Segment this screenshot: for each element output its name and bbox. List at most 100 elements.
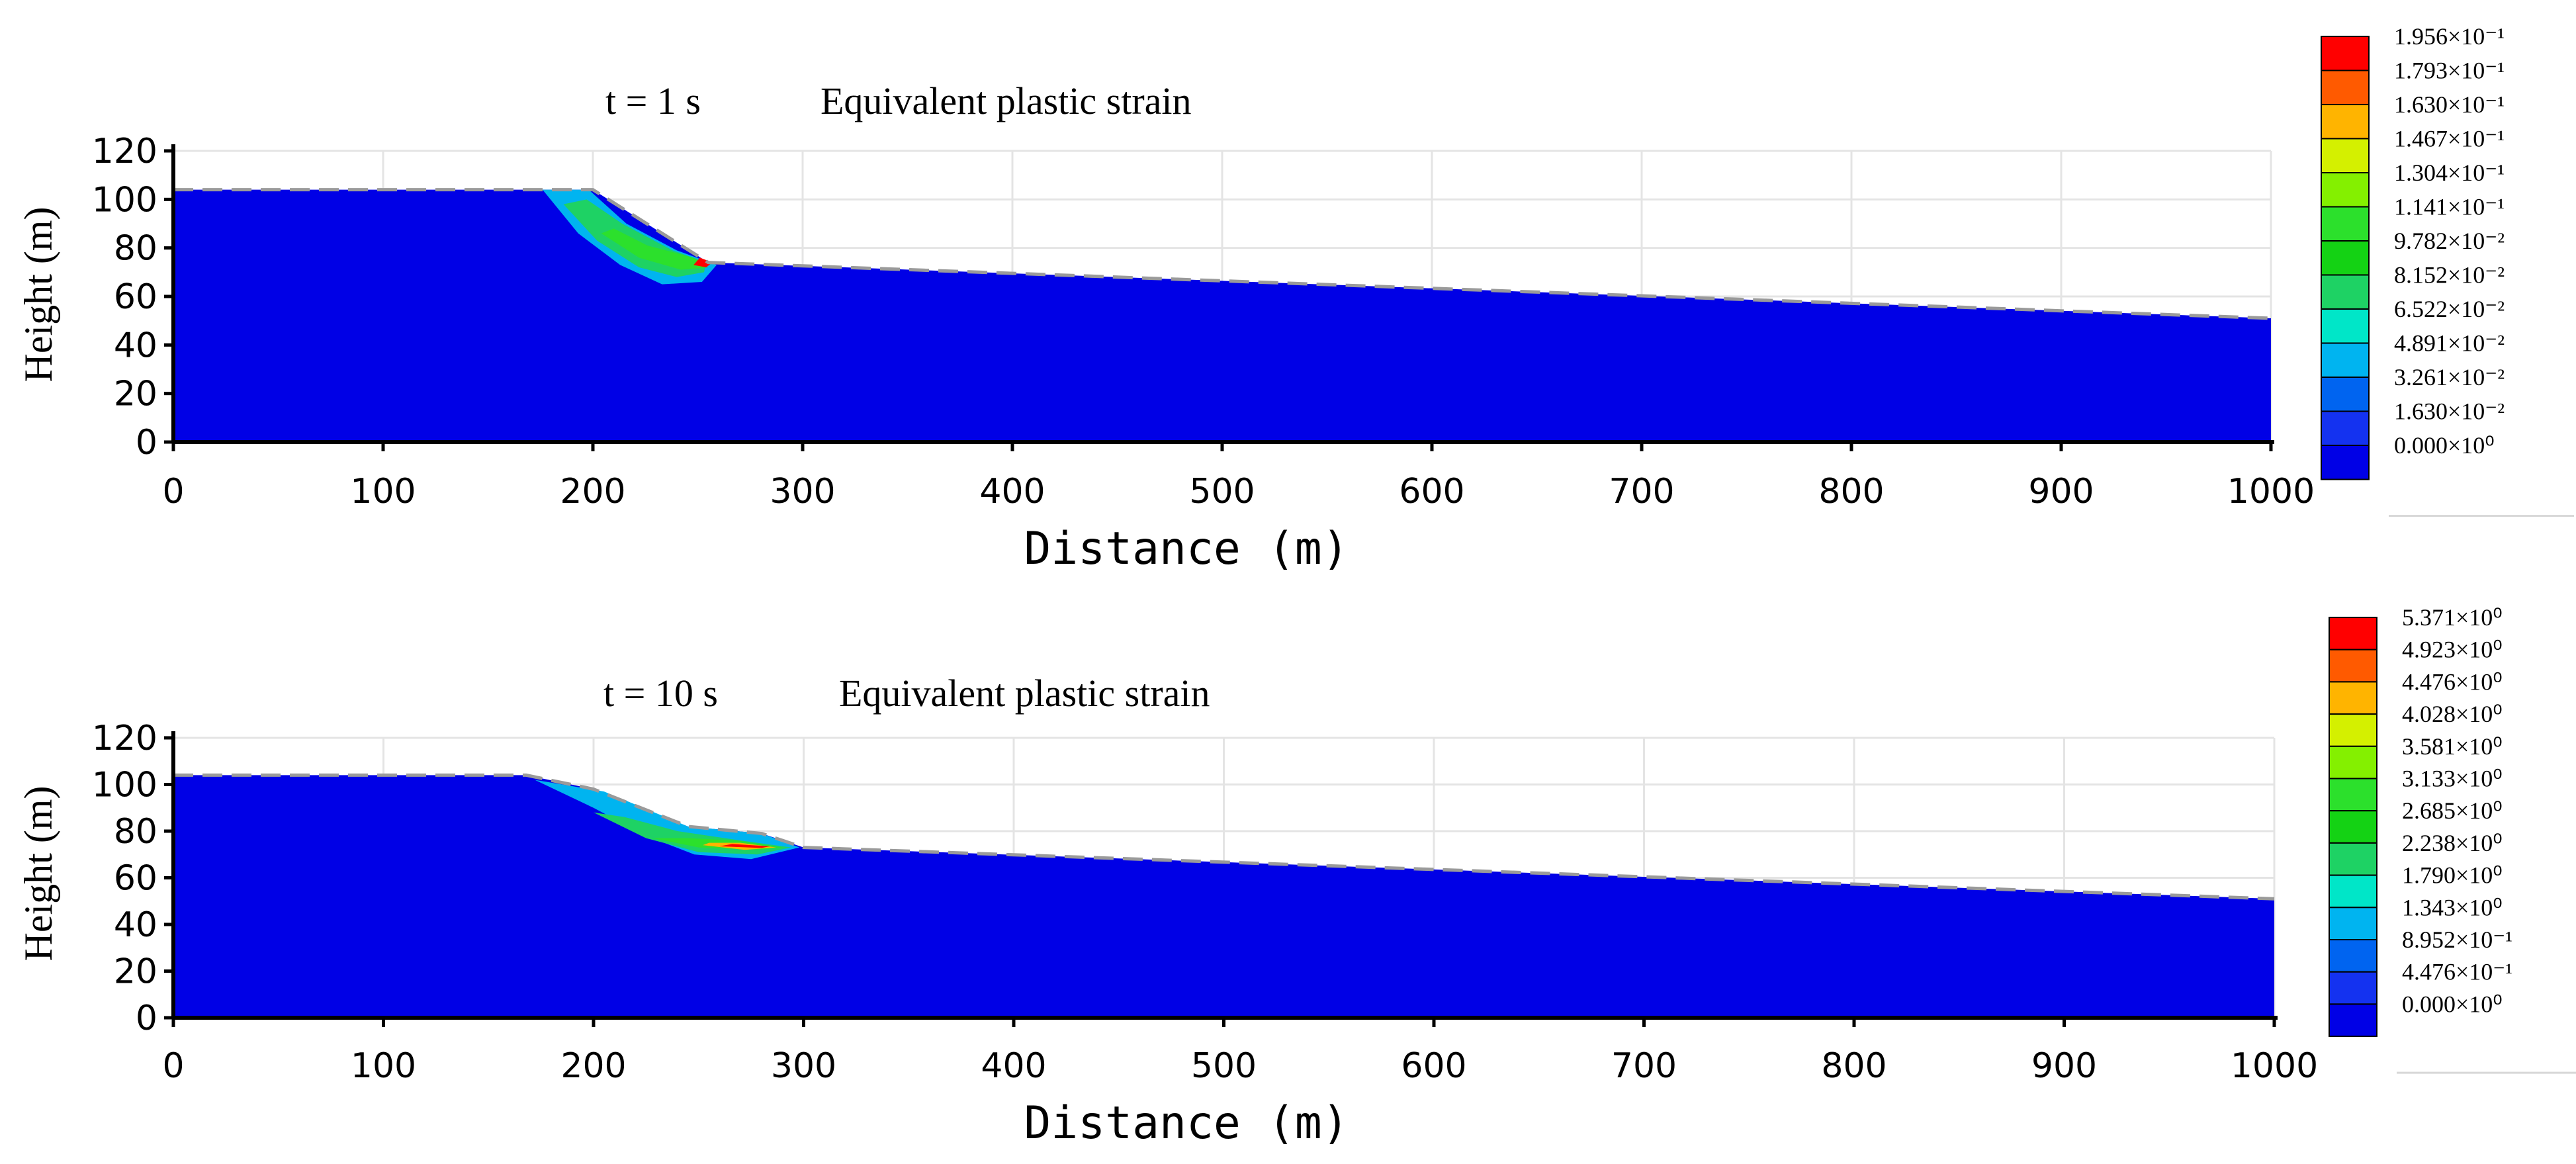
legend-swatch: [2329, 874, 2377, 909]
x-tick-label: 600: [1401, 1046, 1466, 1086]
x-axis-label: Distance (m): [1024, 523, 1349, 575]
legend-swatch: [2321, 240, 2370, 276]
legend-label: 4.028×10⁰: [2402, 701, 2503, 727]
x-tick-label: 100: [351, 1046, 416, 1086]
legend-label: 0.000×10⁰: [2394, 432, 2495, 459]
panel-title: Equivalent plastic strain: [839, 672, 1210, 715]
x-tick-label: 300: [771, 1046, 836, 1086]
legend-swatch: [2329, 971, 2377, 1005]
y-axis-label: Height (m): [17, 207, 60, 382]
legend-label: 6.522×10⁻²: [2394, 296, 2505, 322]
x-tick-label: 1000: [2227, 472, 2315, 512]
terrain-body: [173, 189, 2271, 442]
legend-label: 9.782×10⁻²: [2394, 228, 2505, 254]
panel-time-label: t = 1 s: [605, 79, 701, 122]
x-tick-label: 200: [560, 472, 625, 512]
legend-label: 4.476×10⁻¹: [2402, 959, 2512, 985]
legend-swatch: [2321, 172, 2370, 208]
legend-label: 1.793×10⁻¹: [2394, 58, 2505, 84]
y-tick-label: 80: [114, 229, 157, 269]
legend-swatch: [2321, 104, 2370, 140]
legend-label: 1.630×10⁻¹: [2394, 91, 2505, 118]
legend-label: 1.304×10⁻¹: [2394, 159, 2505, 186]
legend-swatch: [2329, 907, 2377, 941]
y-tick-label: 20: [114, 952, 157, 992]
x-tick-label: 800: [1821, 1046, 1887, 1086]
legend-swatch: [2329, 617, 2377, 650]
x-tick-label: 1000: [2231, 1046, 2318, 1086]
legend-swatch: [2329, 810, 2377, 844]
y-tick-label: 120: [92, 719, 157, 758]
x-tick-label: 400: [981, 1046, 1046, 1086]
legend-swatch: [2321, 308, 2370, 344]
legend-label: 1.956×10⁻¹: [2394, 23, 2505, 50]
legend-swatch: [2321, 138, 2370, 173]
legend-swatch: [2321, 445, 2370, 480]
x-tick-label: 600: [1399, 472, 1464, 512]
colorbar-legend: 1.956×10⁻¹ 1.793×10⁻¹ 1.630×10⁻¹ 1.467×10⁻¹…: [2321, 23, 2574, 517]
x-tick-label: 800: [1818, 472, 1884, 512]
legend-swatch: [2321, 342, 2370, 378]
legend-swatch: [2321, 206, 2370, 242]
x-tick-label: 700: [1609, 472, 1674, 512]
legend-swatch: [2321, 410, 2370, 446]
strain-contour: [693, 257, 713, 267]
x-tick-label: 500: [1189, 472, 1255, 512]
x-axis-label: Distance (m): [1024, 1097, 1349, 1149]
x-tick-label: 200: [560, 1046, 626, 1086]
x-tick-label: 400: [979, 472, 1045, 512]
legend-label: 8.952×10⁻¹: [2402, 926, 2512, 953]
y-tick-label: 100: [92, 180, 157, 220]
x-tick-label: 900: [2031, 1046, 2097, 1086]
legend-label: 2.685×10⁰: [2402, 797, 2503, 824]
legend-swatch: [2321, 377, 2370, 412]
legend-swatch: [2321, 69, 2370, 105]
strain-contour: [719, 844, 770, 848]
x-tick-label: 0: [162, 472, 184, 512]
legend-label: 3.133×10⁰: [2402, 766, 2503, 792]
y-tick-label: 0: [136, 423, 157, 463]
y-axis-label: Height (m): [17, 786, 60, 962]
colorbar-legend: 5.371×10⁰ 4.923×10⁰ 4.476×10⁰ 4.028×10⁰ 3.58…: [2329, 604, 2576, 1074]
legend-swatch: [2321, 36, 2370, 71]
plot-area: 0 100 200 300 400 500 600 700 800 900 1000 0 20 40 60 8…: [92, 132, 2315, 512]
y-tick-label: 100: [92, 766, 157, 805]
legend-swatch: [2329, 713, 2377, 747]
y-tick-label: 40: [114, 905, 157, 945]
legend-label: 1.630×10⁻²: [2394, 398, 2505, 425]
legend-label: 1.141×10⁻¹: [2394, 194, 2505, 220]
legend-label: 4.476×10⁰: [2402, 668, 2503, 695]
legend-label: 1.790×10⁰: [2402, 862, 2503, 889]
legend-label: 8.152×10⁻²: [2394, 262, 2505, 289]
y-tick-label: 40: [114, 326, 157, 365]
strain-contour: [601, 228, 709, 270]
legend-label: 1.343×10⁰: [2402, 894, 2503, 920]
y-tick-label: 120: [92, 132, 157, 171]
legend-label: 4.891×10⁻²: [2394, 330, 2505, 357]
y-tick-label: 20: [114, 375, 157, 414]
legend-label: 3.581×10⁰: [2402, 733, 2503, 760]
x-tick-label: 100: [350, 472, 416, 512]
legend-swatch: [2329, 939, 2377, 973]
x-tick-label: 900: [2028, 472, 2094, 512]
legend-label: 5.371×10⁰: [2402, 604, 2503, 631]
y-tick-label: 80: [114, 812, 157, 852]
legend-swatch: [2329, 1003, 2377, 1038]
legend-swatch: [2329, 778, 2377, 812]
panel-title: Equivalent plastic strain: [821, 79, 1192, 122]
legend-swatch: [2329, 745, 2377, 780]
surface-line: [173, 188, 2272, 320]
panel-t10: t = 10 s Equivalent plastic strain 0 100 2…: [17, 604, 2576, 1149]
x-tick-label: 0: [162, 1046, 184, 1086]
x-tick-label: 500: [1191, 1046, 1257, 1086]
panel-t1: t = 1 s Equivalent plastic strain 0 100 20…: [17, 23, 2574, 575]
legend-label: 4.923×10⁰: [2402, 637, 2503, 663]
x-tick-label: 700: [1611, 1046, 1677, 1086]
y-tick-label: 60: [114, 277, 157, 317]
plot-area: 0 100 200 300 400 500 600 700 800 900 1000 0 20 40 60 8…: [92, 719, 2318, 1086]
legend-swatch: [2329, 842, 2377, 876]
panel-time-label: t = 10 s: [603, 672, 718, 715]
x-tick-label: 300: [770, 472, 835, 512]
legend-label: 1.467×10⁻¹: [2394, 126, 2505, 152]
